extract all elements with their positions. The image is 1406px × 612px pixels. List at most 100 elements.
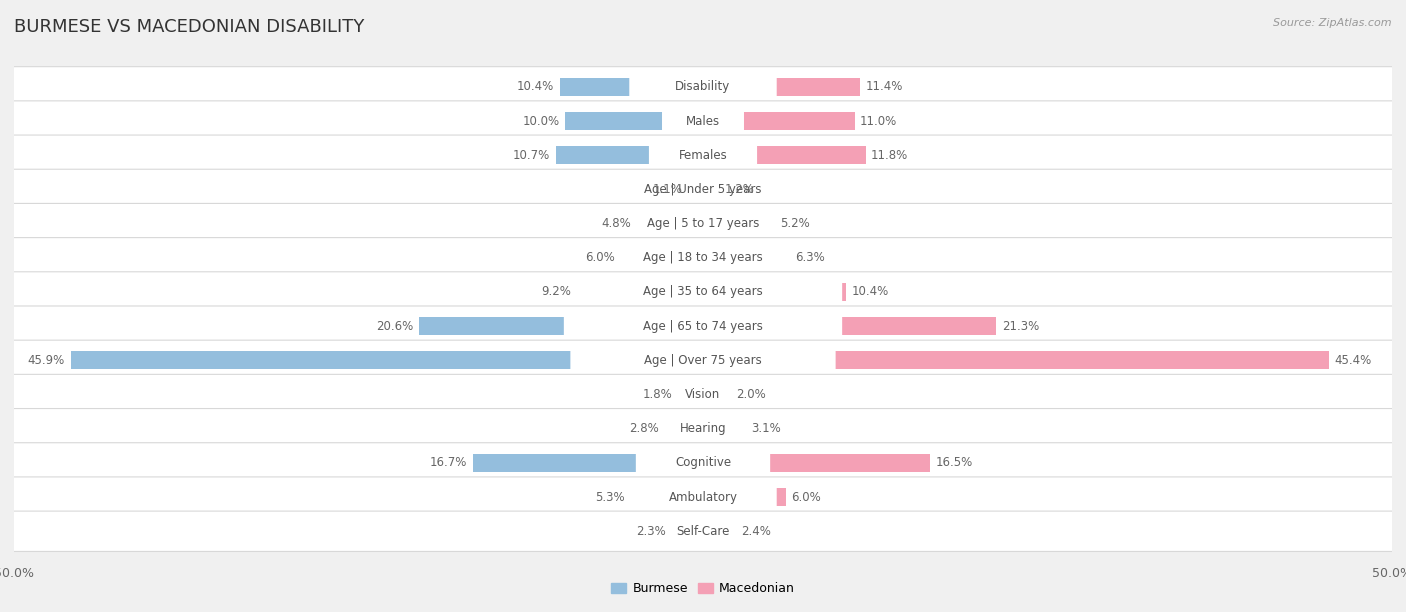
Bar	[620, 249, 703, 267]
FancyBboxPatch shape	[571, 348, 835, 373]
Text: 4.8%: 4.8%	[602, 217, 631, 230]
Text: 2.4%: 2.4%	[741, 524, 772, 538]
FancyBboxPatch shape	[636, 519, 770, 543]
Text: 10.4%: 10.4%	[517, 80, 554, 94]
Text: 6.0%: 6.0%	[585, 252, 614, 264]
Bar	[560, 78, 703, 95]
Text: 45.4%: 45.4%	[1334, 354, 1371, 367]
Text: 21.3%: 21.3%	[1002, 319, 1039, 333]
Bar	[555, 146, 703, 164]
Text: Males: Males	[686, 114, 720, 127]
Text: Age | 18 to 34 years: Age | 18 to 34 years	[643, 252, 763, 264]
FancyBboxPatch shape	[13, 135, 1393, 176]
Text: 6.0%: 6.0%	[792, 491, 821, 504]
Text: 2.3%: 2.3%	[636, 524, 666, 538]
Bar	[565, 112, 703, 130]
FancyBboxPatch shape	[13, 511, 1393, 551]
Legend: Burmese, Macedonian: Burmese, Macedonian	[612, 582, 794, 595]
FancyBboxPatch shape	[13, 272, 1393, 312]
Text: 16.7%: 16.7%	[430, 457, 467, 469]
Text: 45.9%: 45.9%	[28, 354, 65, 367]
Text: Cognitive: Cognitive	[675, 457, 731, 469]
Bar	[678, 386, 703, 403]
Text: Females: Females	[679, 149, 727, 162]
FancyBboxPatch shape	[13, 477, 1393, 517]
Bar	[637, 215, 703, 233]
Text: Age | Over 75 years: Age | Over 75 years	[644, 354, 762, 367]
Text: 10.4%: 10.4%	[852, 285, 889, 299]
Bar	[419, 317, 703, 335]
FancyBboxPatch shape	[564, 245, 842, 270]
FancyBboxPatch shape	[636, 450, 770, 475]
Text: Age | 5 to 17 years: Age | 5 to 17 years	[647, 217, 759, 230]
Text: 9.2%: 9.2%	[541, 285, 571, 299]
FancyBboxPatch shape	[13, 67, 1393, 107]
Text: 10.7%: 10.7%	[513, 149, 550, 162]
FancyBboxPatch shape	[13, 340, 1393, 381]
Text: 1.8%: 1.8%	[643, 388, 672, 401]
Text: 11.8%: 11.8%	[872, 149, 908, 162]
Bar	[703, 420, 745, 438]
Text: 16.5%: 16.5%	[936, 457, 973, 469]
Text: Ambulatory: Ambulatory	[668, 491, 738, 504]
Text: 11.4%: 11.4%	[866, 80, 903, 94]
FancyBboxPatch shape	[13, 306, 1393, 346]
Text: 11.0%: 11.0%	[860, 114, 897, 127]
Bar	[703, 215, 775, 233]
Bar	[472, 454, 703, 472]
Text: 5.2%: 5.2%	[780, 217, 810, 230]
FancyBboxPatch shape	[630, 75, 776, 99]
Text: Vision: Vision	[685, 388, 721, 401]
Bar	[703, 317, 997, 335]
FancyBboxPatch shape	[564, 280, 842, 304]
FancyBboxPatch shape	[571, 177, 835, 202]
Bar	[703, 78, 860, 95]
FancyBboxPatch shape	[655, 382, 751, 407]
FancyBboxPatch shape	[13, 375, 1393, 415]
Text: Self-Care: Self-Care	[676, 524, 730, 538]
Bar	[630, 488, 703, 506]
Bar	[703, 523, 737, 540]
Bar	[688, 181, 703, 198]
FancyBboxPatch shape	[13, 203, 1393, 244]
FancyBboxPatch shape	[13, 237, 1393, 278]
Text: Source: ZipAtlas.com: Source: ZipAtlas.com	[1274, 18, 1392, 28]
Text: 1.2%: 1.2%	[725, 183, 755, 196]
Text: Hearing: Hearing	[679, 422, 727, 435]
Text: 1.1%: 1.1%	[652, 183, 682, 196]
FancyBboxPatch shape	[650, 143, 756, 168]
Bar	[703, 181, 720, 198]
Bar	[576, 283, 703, 301]
FancyBboxPatch shape	[630, 485, 776, 509]
Text: Age | Under 5 years: Age | Under 5 years	[644, 183, 762, 196]
Text: 2.0%: 2.0%	[737, 388, 766, 401]
FancyBboxPatch shape	[571, 211, 835, 236]
Bar	[703, 283, 846, 301]
Bar	[703, 386, 731, 403]
FancyBboxPatch shape	[662, 109, 744, 133]
Text: 3.1%: 3.1%	[751, 422, 780, 435]
Bar	[703, 146, 866, 164]
FancyBboxPatch shape	[13, 409, 1393, 449]
Text: BURMESE VS MACEDONIAN DISABILITY: BURMESE VS MACEDONIAN DISABILITY	[14, 18, 364, 36]
Bar	[703, 488, 786, 506]
Bar	[703, 351, 1329, 369]
Bar	[671, 523, 703, 540]
FancyBboxPatch shape	[13, 442, 1393, 483]
Text: 5.3%: 5.3%	[595, 491, 624, 504]
FancyBboxPatch shape	[650, 416, 756, 441]
Text: Disability: Disability	[675, 80, 731, 94]
Text: 2.8%: 2.8%	[628, 422, 659, 435]
Text: 10.0%: 10.0%	[523, 114, 560, 127]
FancyBboxPatch shape	[13, 101, 1393, 141]
Bar	[703, 249, 790, 267]
Bar	[703, 112, 855, 130]
Text: Age | 35 to 64 years: Age | 35 to 64 years	[643, 285, 763, 299]
FancyBboxPatch shape	[13, 170, 1393, 209]
FancyBboxPatch shape	[564, 314, 842, 338]
Text: Age | 65 to 74 years: Age | 65 to 74 years	[643, 319, 763, 333]
Bar	[665, 420, 703, 438]
Text: 20.6%: 20.6%	[377, 319, 413, 333]
Bar	[70, 351, 703, 369]
Text: 6.3%: 6.3%	[796, 252, 825, 264]
